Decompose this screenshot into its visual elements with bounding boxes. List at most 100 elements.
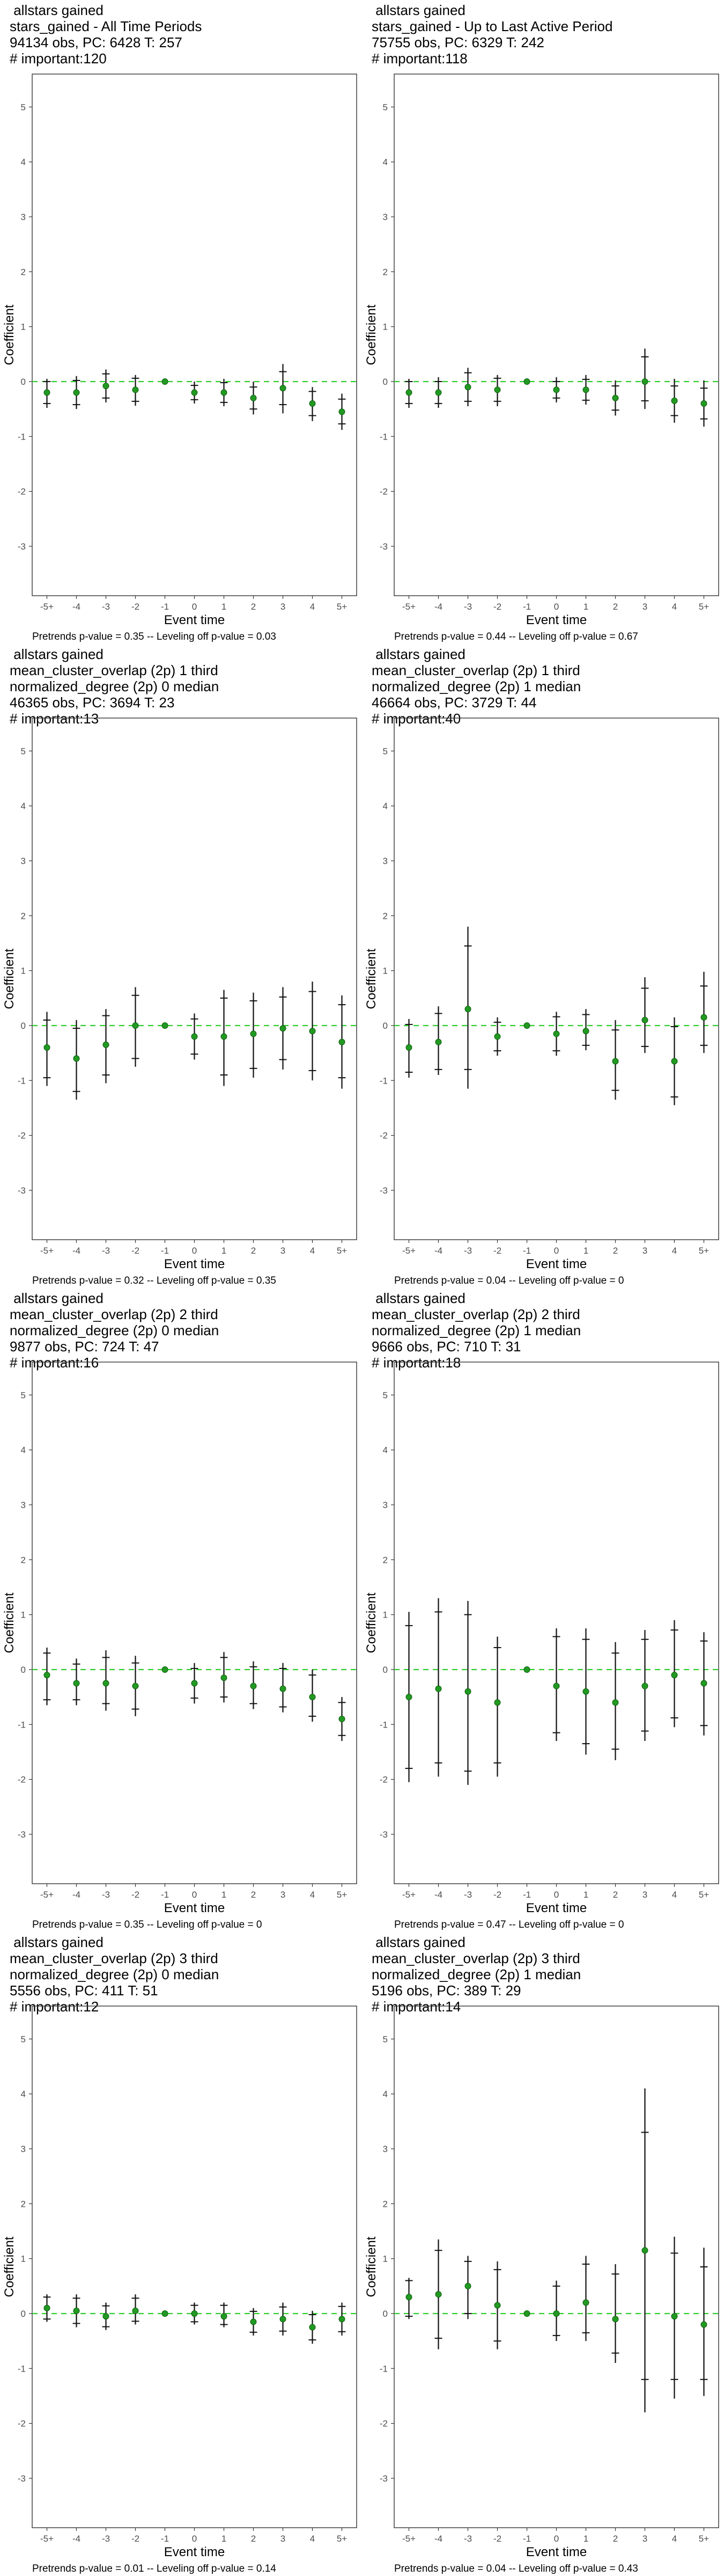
plot-area: -3 -2 -1 0 1 2 3 4 5 -5+ -4 -3 -2 -1 0 1 2 3 4 5+: [18, 1362, 357, 1900]
chart-title-line: normalized_degree (2p) 1 median: [372, 1966, 581, 1982]
coefficient-point: [582, 2299, 589, 2306]
y-tick-label: 0: [21, 2309, 26, 2319]
plot-area: -3 -2 -1 0 1 2 3 4 5 -5+ -4 -3 -2 -1 0 1 2 3 4 5+: [380, 1362, 719, 1900]
chart-title: allstars gained stars_gained - Up to Last…: [372, 2, 612, 67]
chart-panel-7: allstars gained mean_cluster_overlap (2p)…: [0, 1932, 362, 2576]
y-tick-label: 5: [383, 102, 388, 112]
y-tick-label: -3: [380, 1829, 388, 1840]
coefficient-point: [309, 1694, 316, 1701]
x-tick-label: 4: [310, 602, 315, 612]
y-tick-label: -2: [380, 487, 388, 497]
chart-title-line: normalized_degree (2p) 0 median: [10, 1322, 219, 1338]
coefficient-point: [43, 389, 50, 396]
coefficient-point: [161, 2310, 168, 2317]
y-axis-label: Coefficient: [364, 948, 379, 1009]
chart-panel-2: allstars gained stars_gained - Up to Last…: [362, 0, 724, 644]
y-tick-label: 5: [383, 2034, 388, 2044]
x-tick-label: 1: [221, 1890, 226, 1900]
y-axis-label: Coefficient: [2, 1592, 17, 1653]
p-value-footer: Pretrends p-value = 0.47 -- Leveling off…: [394, 1919, 624, 1930]
y-tick-label: 4: [21, 1445, 26, 1455]
x-tick-label: -1: [523, 1890, 531, 1900]
p-value-footer: Pretrends p-value = 0.44 -- Leveling off…: [394, 631, 638, 642]
x-tick-label: 0: [554, 1246, 559, 1256]
x-tick-label: 3: [280, 1890, 285, 1900]
y-tick-label: -3: [380, 1185, 388, 1196]
chart-title-line: # important:13: [10, 711, 99, 727]
x-tick-label: 3: [280, 1246, 285, 1256]
x-axis-label: Event time: [164, 2545, 225, 2559]
coefficient-point: [582, 386, 589, 393]
chart-panel-3: allstars gained mean_cluster_overlap (2p)…: [0, 644, 362, 1288]
x-tick-label: -3: [102, 1246, 110, 1256]
y-tick-label: 1: [383, 2254, 388, 2264]
coefficient-point: [102, 2313, 109, 2320]
chart-title-line: allstars gained: [372, 1290, 466, 1306]
chart-title-line: mean_cluster_overlap (2p) 3 third: [10, 1950, 218, 1966]
x-tick-label: 2: [251, 602, 256, 612]
coefficient-point: [494, 386, 501, 393]
y-tick-label: 0: [21, 1021, 26, 1031]
coefficient-point: [102, 1041, 109, 1048]
y-tick-label: 4: [21, 801, 26, 811]
chart-title: allstars gained mean_cluster_overlap (2p)…: [10, 1290, 219, 1371]
coefficient-point: [671, 1672, 678, 1679]
coefficient-point: [338, 1716, 345, 1723]
plot-area: -3 -2 -1 0 1 2 3 4 5 -5+ -4 -3 -2 -1 0 1 2 3 4 5+: [18, 718, 357, 1256]
chart-title-line: mean_cluster_overlap (2p) 3 third: [372, 1950, 580, 1966]
y-tick-label: 1: [383, 966, 388, 976]
y-tick-label: 0: [21, 377, 26, 387]
coefficient-point: [191, 389, 198, 396]
y-tick-label: 5: [21, 102, 26, 112]
coefficient-point: [405, 1044, 412, 1051]
chart-title-line: # important:40: [372, 711, 461, 727]
x-axis-label: Event time: [164, 1257, 225, 1271]
chart-title-line: allstars gained: [372, 1934, 466, 1950]
chart-panel-4: allstars gained mean_cluster_overlap (2p)…: [362, 644, 724, 1288]
chart-title-line: 46664 obs, PC: 3729 T: 44: [372, 694, 537, 711]
y-tick-label: 5: [21, 1390, 26, 1400]
y-tick-label: -1: [18, 1719, 26, 1730]
y-tick-label: 2: [21, 2199, 26, 2209]
chart-panel-5: allstars gained mean_cluster_overlap (2p)…: [0, 1288, 362, 1932]
chart-title-line: # important:16: [10, 1355, 99, 1371]
plot-border: [394, 2006, 719, 2528]
x-tick-label: -1: [161, 602, 169, 612]
coefficient-point: [338, 408, 345, 415]
coefficient-point: [582, 1028, 589, 1035]
x-tick-label: -5+: [40, 602, 54, 612]
y-tick-label: 4: [383, 157, 388, 167]
y-tick-label: -2: [18, 1131, 26, 1141]
coefficient-point: [43, 2304, 50, 2311]
x-tick-label: 1: [221, 602, 226, 612]
y-tick-label: 3: [21, 212, 26, 222]
chart-title: allstars gained stars_gained - All Time P…: [10, 2, 202, 67]
chart-title-line: # important:12: [10, 1999, 99, 2015]
y-tick-label: 0: [383, 1021, 388, 1031]
plot-border: [32, 718, 357, 1240]
plot-border: [32, 1362, 357, 1884]
coefficient-point: [220, 2313, 227, 2320]
x-tick-label: 2: [613, 1246, 618, 1256]
coefficient-point: [494, 1033, 501, 1040]
x-tick-label: 1: [583, 602, 588, 612]
coefficient-point: [523, 1666, 530, 1673]
coefficient-point: [132, 1682, 139, 1689]
chart-title-line: mean_cluster_overlap (2p) 1 third: [10, 662, 218, 678]
y-tick-label: 3: [383, 212, 388, 222]
chart-title-line: 9877 obs, PC: 724 T: 47: [10, 1338, 159, 1355]
coefficient-point: [405, 2294, 412, 2301]
coefficient-point: [435, 389, 442, 396]
coefficient-point: [73, 389, 80, 396]
p-value-footer: Pretrends p-value = 0.35 -- Leveling off…: [32, 1919, 262, 1930]
x-tick-label: 1: [221, 2534, 226, 2544]
x-tick-label: 1: [583, 1246, 588, 1256]
chart-title-line: stars_gained - Up to Last Active Period: [372, 18, 613, 34]
y-tick-label: -1: [380, 431, 388, 442]
y-tick-label: 2: [21, 1555, 26, 1565]
chart-title-line: normalized_degree (2p) 1 median: [372, 678, 581, 694]
x-tick-label: 0: [554, 1890, 559, 1900]
x-tick-label: -3: [464, 1246, 472, 1256]
plot-border: [32, 2006, 357, 2528]
x-axis-label: Event time: [526, 1257, 587, 1271]
